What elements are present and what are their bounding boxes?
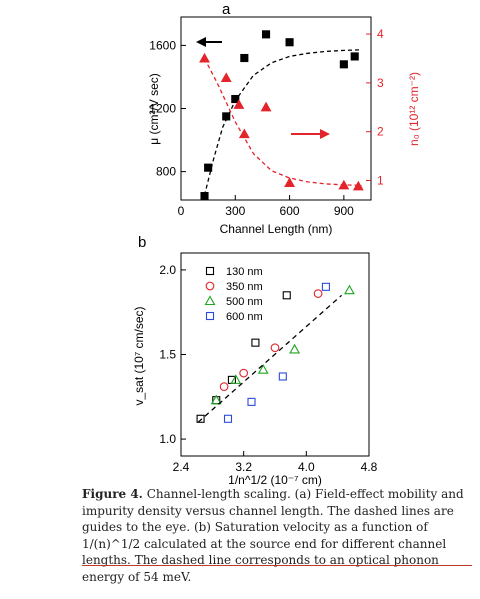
- panel-a-plot: [199, 30, 364, 201]
- guide-line: [203, 49, 363, 196]
- y-left-tick-label: 1600: [149, 38, 176, 52]
- panel-a-ylabel-left: μ (cm²/V sec): [147, 73, 161, 145]
- vsat-point: [230, 374, 242, 384]
- mobility-point: [240, 53, 249, 63]
- x-tick-label: 300: [225, 204, 245, 218]
- legend-marker: [205, 266, 215, 276]
- caption-rule: [82, 565, 472, 566]
- legend-label: 600 nm: [226, 311, 263, 323]
- legend-label: 350 nm: [226, 281, 263, 293]
- panel-b-xlabel: 1/n^1/2 (10⁻⁷ cm): [228, 473, 322, 487]
- mobility-point: [204, 163, 213, 172]
- y-right-tick-label: 3: [377, 76, 384, 90]
- panel-a-ylabel-right: n₀ (10¹² cm⁻²): [407, 72, 421, 146]
- panel-a-xlabel: Channel Length (nm): [220, 222, 333, 236]
- mobility-point: [285, 38, 294, 47]
- y-right-tick-label: 1: [377, 173, 384, 187]
- density-point: [199, 52, 210, 63]
- panel-a-x-axis: 0 300 600 900: [178, 195, 354, 218]
- vsat-point: [282, 291, 291, 300]
- panel-b-x-axis: 2.4 3.2 4.0 4.8: [173, 451, 378, 474]
- vsat-point: [257, 364, 269, 374]
- panel-b-y-axis: 1.0 1.5 2.0: [159, 263, 186, 446]
- caption-text: Channel-length scaling. (a) Field-effect…: [82, 487, 464, 584]
- x-tick-label: 900: [334, 204, 354, 218]
- panel-b-legend: 130 nm 350 nm 500 nm 600 nm: [204, 266, 263, 323]
- y-tick-label: 1.5: [159, 348, 176, 362]
- x-tick-label: 4.8: [361, 460, 378, 474]
- legend-marker: [205, 281, 215, 291]
- density-point: [260, 101, 272, 112]
- caption-label: Figure 4.: [82, 487, 143, 501]
- mobility-point: [261, 30, 271, 39]
- panel-b-ylabel: v_sat (10⁷ cm/sec): [132, 306, 146, 405]
- fit-line: [197, 294, 343, 423]
- vsat-point: [251, 338, 260, 347]
- vsat-point: [270, 343, 280, 353]
- guide-line: [203, 58, 363, 187]
- x-tick-label: 4.0: [298, 460, 315, 474]
- vsat-point: [247, 397, 256, 406]
- y-left-tick-label: 1200: [149, 102, 176, 116]
- mobility-point: [350, 52, 359, 61]
- panel-a-left-axis: 800 1200 1600: [149, 38, 186, 179]
- x-tick-label: 0: [178, 204, 185, 218]
- vsat-point: [321, 282, 330, 291]
- left-axis-arrow: [196, 37, 222, 47]
- y-right-tick-label: 2: [377, 125, 384, 139]
- y-tick-label: 2.0: [159, 263, 176, 277]
- figure-caption: Figure 4. Channel-length scaling. (a) Fi…: [82, 486, 472, 585]
- x-tick-label: 600: [280, 204, 300, 218]
- vsat-point: [289, 343, 301, 354]
- legend-marker: [204, 295, 216, 306]
- vsat-point: [210, 394, 222, 405]
- x-tick-label: 3.2: [235, 460, 252, 474]
- panel-a-right-axis: 1 2 3 4: [366, 27, 384, 187]
- mobility-point: [339, 60, 348, 69]
- legend-label: 130 nm: [226, 266, 263, 278]
- panel-b-label: b: [138, 234, 146, 251]
- legend-marker: [205, 311, 215, 321]
- y-right-tick-label: 4: [377, 27, 384, 41]
- y-left-tick-label: 800: [156, 165, 176, 179]
- vsat-point: [239, 368, 249, 378]
- panel-b-plot: [196, 282, 355, 423]
- x-tick-label: 2.4: [173, 460, 190, 474]
- right-axis-arrow: [291, 129, 330, 139]
- vsat-point: [219, 382, 229, 391]
- vsat-point: [223, 414, 233, 423]
- density-point: [220, 72, 232, 83]
- vsat-point: [313, 289, 323, 298]
- density-point: [284, 177, 296, 187]
- mobility-point: [231, 94, 240, 104]
- panel-a-label: a: [222, 1, 231, 18]
- density-point: [233, 99, 245, 109]
- vsat-point: [278, 372, 287, 381]
- vsat-point: [196, 414, 205, 423]
- legend-label: 500 nm: [226, 296, 263, 308]
- vsat-point: [343, 284, 355, 295]
- y-tick-label: 1.0: [159, 432, 176, 446]
